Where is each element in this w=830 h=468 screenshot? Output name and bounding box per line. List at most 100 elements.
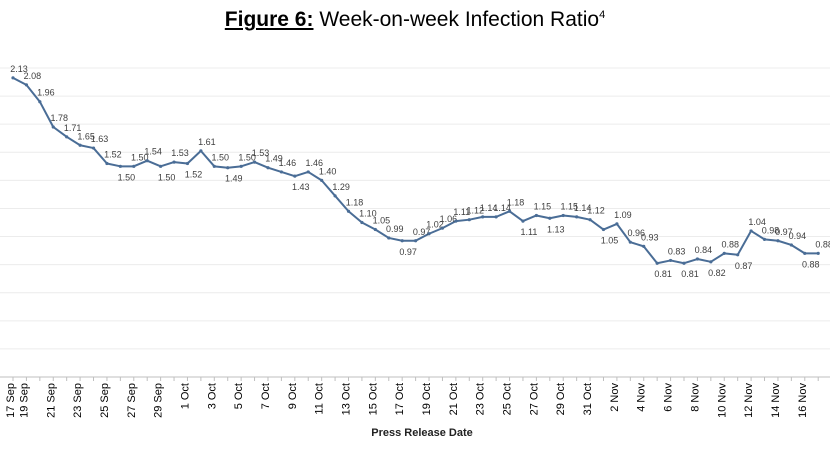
- x-tick-label: 9 Oct: [287, 383, 299, 409]
- data-point: [118, 164, 122, 168]
- data-label: 2.08: [24, 71, 42, 81]
- data-point: [387, 236, 391, 240]
- data-point: [722, 251, 726, 255]
- chart-title-text: Week-on-week Infection Ratio: [313, 8, 600, 31]
- x-tick-label: 16 Nov: [797, 383, 809, 418]
- data-point: [749, 229, 753, 233]
- data-point: [521, 219, 525, 223]
- x-tick-label: 8 Nov: [689, 383, 701, 412]
- data-label: 1.46: [279, 158, 297, 168]
- data-point: [266, 166, 270, 170]
- data-label: 1.10: [359, 209, 377, 219]
- x-tick-label: 14 Nov: [770, 383, 782, 418]
- data-label: 1.04: [748, 217, 766, 227]
- data-label: 1.12: [587, 206, 605, 216]
- data-point: [91, 146, 96, 150]
- data-point: [655, 261, 659, 265]
- data-label: 0.83: [668, 246, 686, 256]
- x-tick-label: 17 Oct: [394, 383, 406, 415]
- data-point: [615, 222, 619, 226]
- x-tick-label: 12 Nov: [743, 383, 755, 418]
- data-label: 1.63: [91, 134, 109, 144]
- x-tick-label: 4 Nov: [636, 383, 648, 412]
- data-point: [400, 239, 404, 243]
- data-point: [588, 218, 592, 222]
- data-label: 1.53: [252, 148, 270, 158]
- data-label: 1.50: [158, 172, 176, 182]
- x-tick-label: 13 Oct: [341, 383, 353, 415]
- data-label: 1.52: [104, 150, 122, 160]
- data-point: [695, 257, 700, 261]
- data-point: [467, 218, 471, 222]
- x-tick-label: 15 Oct: [367, 383, 379, 415]
- data-point: [803, 251, 807, 255]
- data-point: [373, 227, 377, 232]
- x-tick-label: 25 Oct: [502, 383, 514, 415]
- data-label: 1.29: [332, 182, 350, 192]
- data-point: [212, 164, 216, 168]
- data-label: 0.97: [399, 247, 417, 257]
- chart-title: Figure 6: Week-on-week Infection Ratio4: [0, 8, 830, 32]
- data-label: 1.50: [238, 152, 256, 162]
- data-label: 2.13: [10, 64, 28, 74]
- data-point: [306, 170, 310, 174]
- data-label: 1.43: [292, 182, 310, 192]
- data-label: 1.12: [467, 206, 485, 216]
- data-label: 1.05: [601, 236, 619, 246]
- data-label: 1.13: [547, 224, 565, 234]
- data-label: 0.87: [735, 261, 753, 271]
- data-label: 1.52: [185, 170, 203, 180]
- data-label: 0.98: [762, 225, 780, 235]
- data-label: 1.50: [131, 152, 149, 162]
- x-tick-label: 3 Oct: [206, 383, 218, 409]
- data-label: 1.54: [144, 147, 162, 157]
- data-label: 0.88: [721, 239, 739, 249]
- data-label: 1.11: [521, 227, 538, 237]
- data-point: [252, 160, 257, 164]
- x-tick-label: 25 Sep: [99, 383, 111, 418]
- data-point: [159, 164, 163, 168]
- data-label: 1.02: [426, 220, 444, 230]
- data-label: 1.78: [50, 113, 68, 123]
- footnote-marker: 4: [599, 9, 606, 21]
- x-tick-label: 23 Sep: [72, 383, 84, 418]
- data-point: [548, 216, 552, 220]
- data-label: 1.61: [198, 137, 216, 147]
- x-tick-label: 29 Oct: [555, 383, 567, 415]
- data-point: [776, 239, 780, 243]
- x-tick-label: 7 Oct: [260, 383, 272, 409]
- x-tick-label: 6 Nov: [663, 383, 675, 412]
- data-point: [65, 135, 69, 139]
- data-label: 1.65: [77, 131, 95, 141]
- data-label: 1.05: [373, 216, 391, 226]
- data-point: [414, 239, 418, 243]
- data-point: [333, 194, 337, 198]
- data-point: [481, 215, 485, 219]
- data-point: [145, 159, 149, 163]
- x-tick-label: 1 Oct: [179, 383, 191, 409]
- data-label: 1.18: [346, 197, 364, 207]
- x-tick-label: 17 Sep: [5, 383, 17, 418]
- data-label: 1.06: [440, 214, 458, 224]
- data-point: [709, 260, 713, 264]
- data-label: 1.18: [507, 197, 525, 207]
- data-label: 1.71: [64, 123, 82, 133]
- data-label: 0.93: [641, 232, 659, 242]
- data-point: [293, 174, 297, 178]
- data-label: 1.11: [453, 207, 470, 217]
- data-point: [736, 253, 740, 257]
- data-point: [440, 226, 445, 230]
- data-point: [185, 161, 190, 166]
- data-label: 1.53: [171, 148, 189, 158]
- data-label: 1.15: [534, 201, 552, 211]
- data-point: [454, 219, 458, 223]
- x-tick-label: 31 Oct: [582, 383, 594, 415]
- data-point: [682, 261, 686, 265]
- x-axis-label: Press Release Date: [371, 427, 473, 439]
- x-tick-label: 5 Oct: [233, 383, 245, 409]
- data-point: [534, 213, 538, 218]
- data-point: [628, 240, 632, 244]
- data-label: 0.94: [789, 231, 807, 241]
- data-point: [38, 100, 42, 104]
- data-point: [226, 166, 230, 170]
